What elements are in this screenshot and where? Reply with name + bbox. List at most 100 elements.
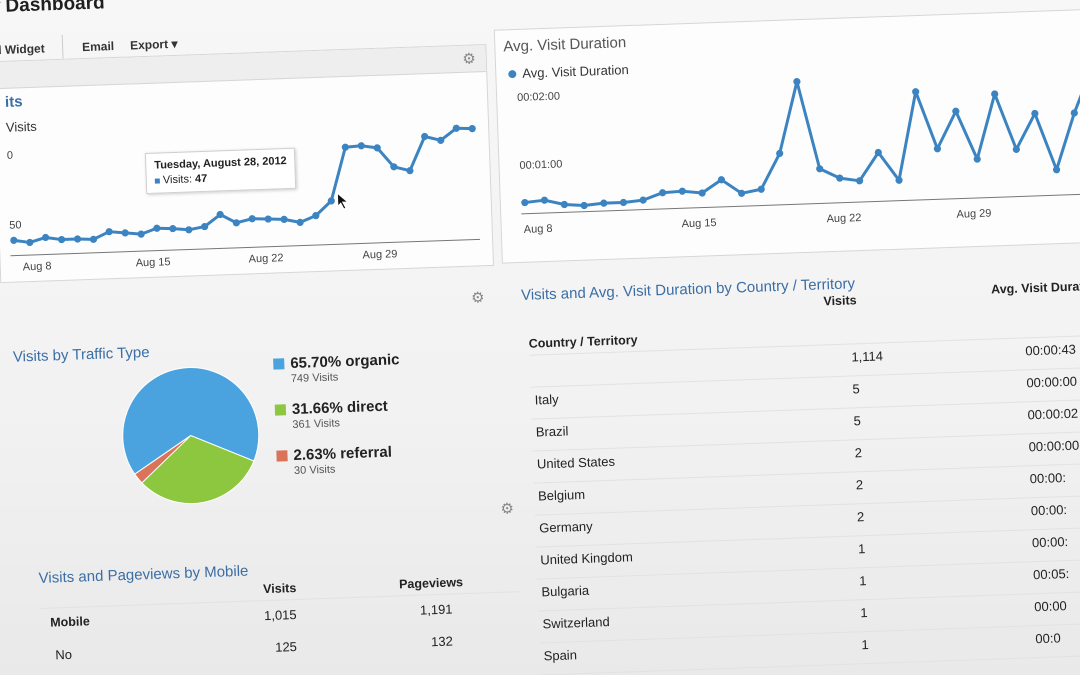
gear-icon[interactable]: ⚙ — [470, 289, 485, 307]
legend-pct: 31.66% direct — [291, 397, 389, 419]
column-header[interactable]: Avg. Visit Durat — [990, 279, 1080, 297]
data-point[interactable] — [855, 177, 864, 185]
data-point[interactable] — [73, 235, 82, 243]
data-point[interactable] — [1012, 145, 1020, 153]
data-point[interactable] — [327, 197, 335, 205]
page-title: ▾ Dashboard — [0, 0, 105, 18]
column-header[interactable]: Visits — [823, 293, 857, 309]
data-point[interactable] — [659, 189, 667, 197]
data-point[interactable] — [1052, 166, 1061, 174]
data-point[interactable] — [991, 90, 999, 98]
data-point[interactable] — [698, 189, 706, 197]
country-cell[interactable]: United Kingdom — [540, 549, 634, 568]
data-point[interactable] — [42, 233, 50, 242]
country-cell[interactable]: Switzerland — [542, 614, 610, 632]
gear-icon[interactable]: ⚙ — [500, 500, 515, 518]
visits-widget: ⚙ its Visits 0 50 Aug 8 Aug 15 Aug 22 Au… — [0, 44, 495, 284]
data-point[interactable] — [973, 155, 981, 163]
tooltip-label: Visits: — [162, 173, 193, 187]
data-point[interactable] — [58, 235, 66, 244]
column-header[interactable]: Visits — [262, 580, 297, 597]
data-point[interactable] — [357, 142, 365, 150]
data-point[interactable] — [121, 229, 129, 237]
duration-cell: 00:00: — [1030, 502, 1068, 519]
column-header[interactable]: Mobile — [49, 614, 91, 630]
data-point[interactable] — [952, 107, 960, 115]
data-point[interactable] — [836, 174, 844, 182]
data-point[interactable] — [895, 176, 903, 184]
data-point[interactable] — [793, 77, 801, 86]
data-point[interactable] — [678, 187, 686, 195]
data-point[interactable] — [105, 228, 113, 236]
data-point[interactable] — [468, 125, 476, 133]
column-header[interactable]: Country / Territory — [528, 332, 638, 351]
country-cell[interactable]: United States — [536, 453, 616, 472]
visits-cell: 1 — [860, 605, 868, 621]
data-point[interactable] — [280, 215, 288, 223]
x-tick: Aug 22 — [826, 212, 862, 226]
data-point[interactable] — [89, 235, 98, 243]
data-point[interactable] — [264, 215, 272, 223]
data-point[interactable] — [312, 212, 320, 220]
data-point[interactable] — [600, 199, 608, 207]
data-point[interactable] — [406, 167, 414, 175]
country-widget-title: Visits and Avg. Visit Duration by Countr… — [520, 275, 856, 304]
country-cell[interactable]: Brazil — [535, 423, 569, 440]
data-point[interactable] — [738, 189, 746, 197]
data-point[interactable] — [232, 219, 240, 227]
column-header[interactable]: Pageviews — [398, 575, 464, 592]
email-button[interactable]: Email — [81, 39, 115, 55]
data-point[interactable] — [580, 201, 588, 210]
data-point[interactable] — [452, 124, 460, 132]
data-point[interactable] — [373, 144, 381, 152]
pie-slice-direct[interactable] — [140, 433, 255, 505]
data-point[interactable] — [521, 198, 529, 207]
data-point[interactable] — [296, 218, 304, 226]
row-divider — [530, 365, 1080, 388]
data-point[interactable] — [619, 198, 628, 207]
visits-line-chart — [10, 124, 481, 257]
data-point[interactable] — [1070, 109, 1078, 117]
table-cell[interactable]: No — [55, 646, 73, 663]
pie-slice-referral[interactable] — [133, 435, 192, 484]
data-point[interactable] — [421, 132, 429, 141]
data-point[interactable] — [540, 196, 549, 204]
data-point[interactable] — [1031, 109, 1039, 118]
data-point[interactable] — [169, 224, 177, 233]
data-point[interactable] — [874, 148, 882, 157]
data-point[interactable] — [717, 176, 725, 184]
pie-slice-organic[interactable] — [120, 365, 260, 475]
data-point[interactable] — [216, 210, 224, 219]
data-point[interactable] — [185, 226, 193, 234]
data-point[interactable] — [560, 200, 568, 209]
legend-swatch — [273, 358, 285, 370]
visits-cell: 1 — [857, 541, 866, 557]
legend-dot-icon — [508, 69, 517, 79]
data-point[interactable] — [933, 145, 942, 153]
data-point[interactable] — [912, 88, 920, 96]
country-cell[interactable]: Spain — [543, 647, 578, 664]
legend-swatch — [274, 404, 287, 416]
data-point[interactable] — [776, 149, 784, 158]
add-widget-button[interactable]: d Widget — [0, 41, 45, 57]
data-point[interactable] — [390, 163, 398, 171]
data-point[interactable] — [341, 143, 349, 151]
country-cell[interactable]: Bulgaria — [541, 582, 590, 600]
data-point[interactable] — [248, 215, 256, 223]
country-cell[interactable]: Germany — [538, 518, 593, 536]
country-cell[interactable]: Belgium — [537, 486, 586, 504]
data-point[interactable] — [137, 230, 145, 238]
data-point[interactable] — [153, 224, 161, 232]
data-point[interactable] — [816, 165, 824, 173]
data-point[interactable] — [757, 185, 765, 193]
country-cell[interactable]: Italy — [534, 391, 559, 408]
data-point[interactable] — [639, 196, 647, 204]
duration-cell: 00:00 — [1033, 598, 1068, 615]
chevron-icon: ▾ — [0, 0, 1, 17]
data-point[interactable] — [26, 238, 34, 247]
data-point[interactable] — [10, 236, 18, 244]
gear-icon[interactable]: ⚙ — [462, 50, 477, 68]
data-point[interactable] — [201, 222, 209, 231]
export-button[interactable]: Export ▾ — [130, 37, 178, 53]
data-point[interactable] — [437, 136, 445, 144]
